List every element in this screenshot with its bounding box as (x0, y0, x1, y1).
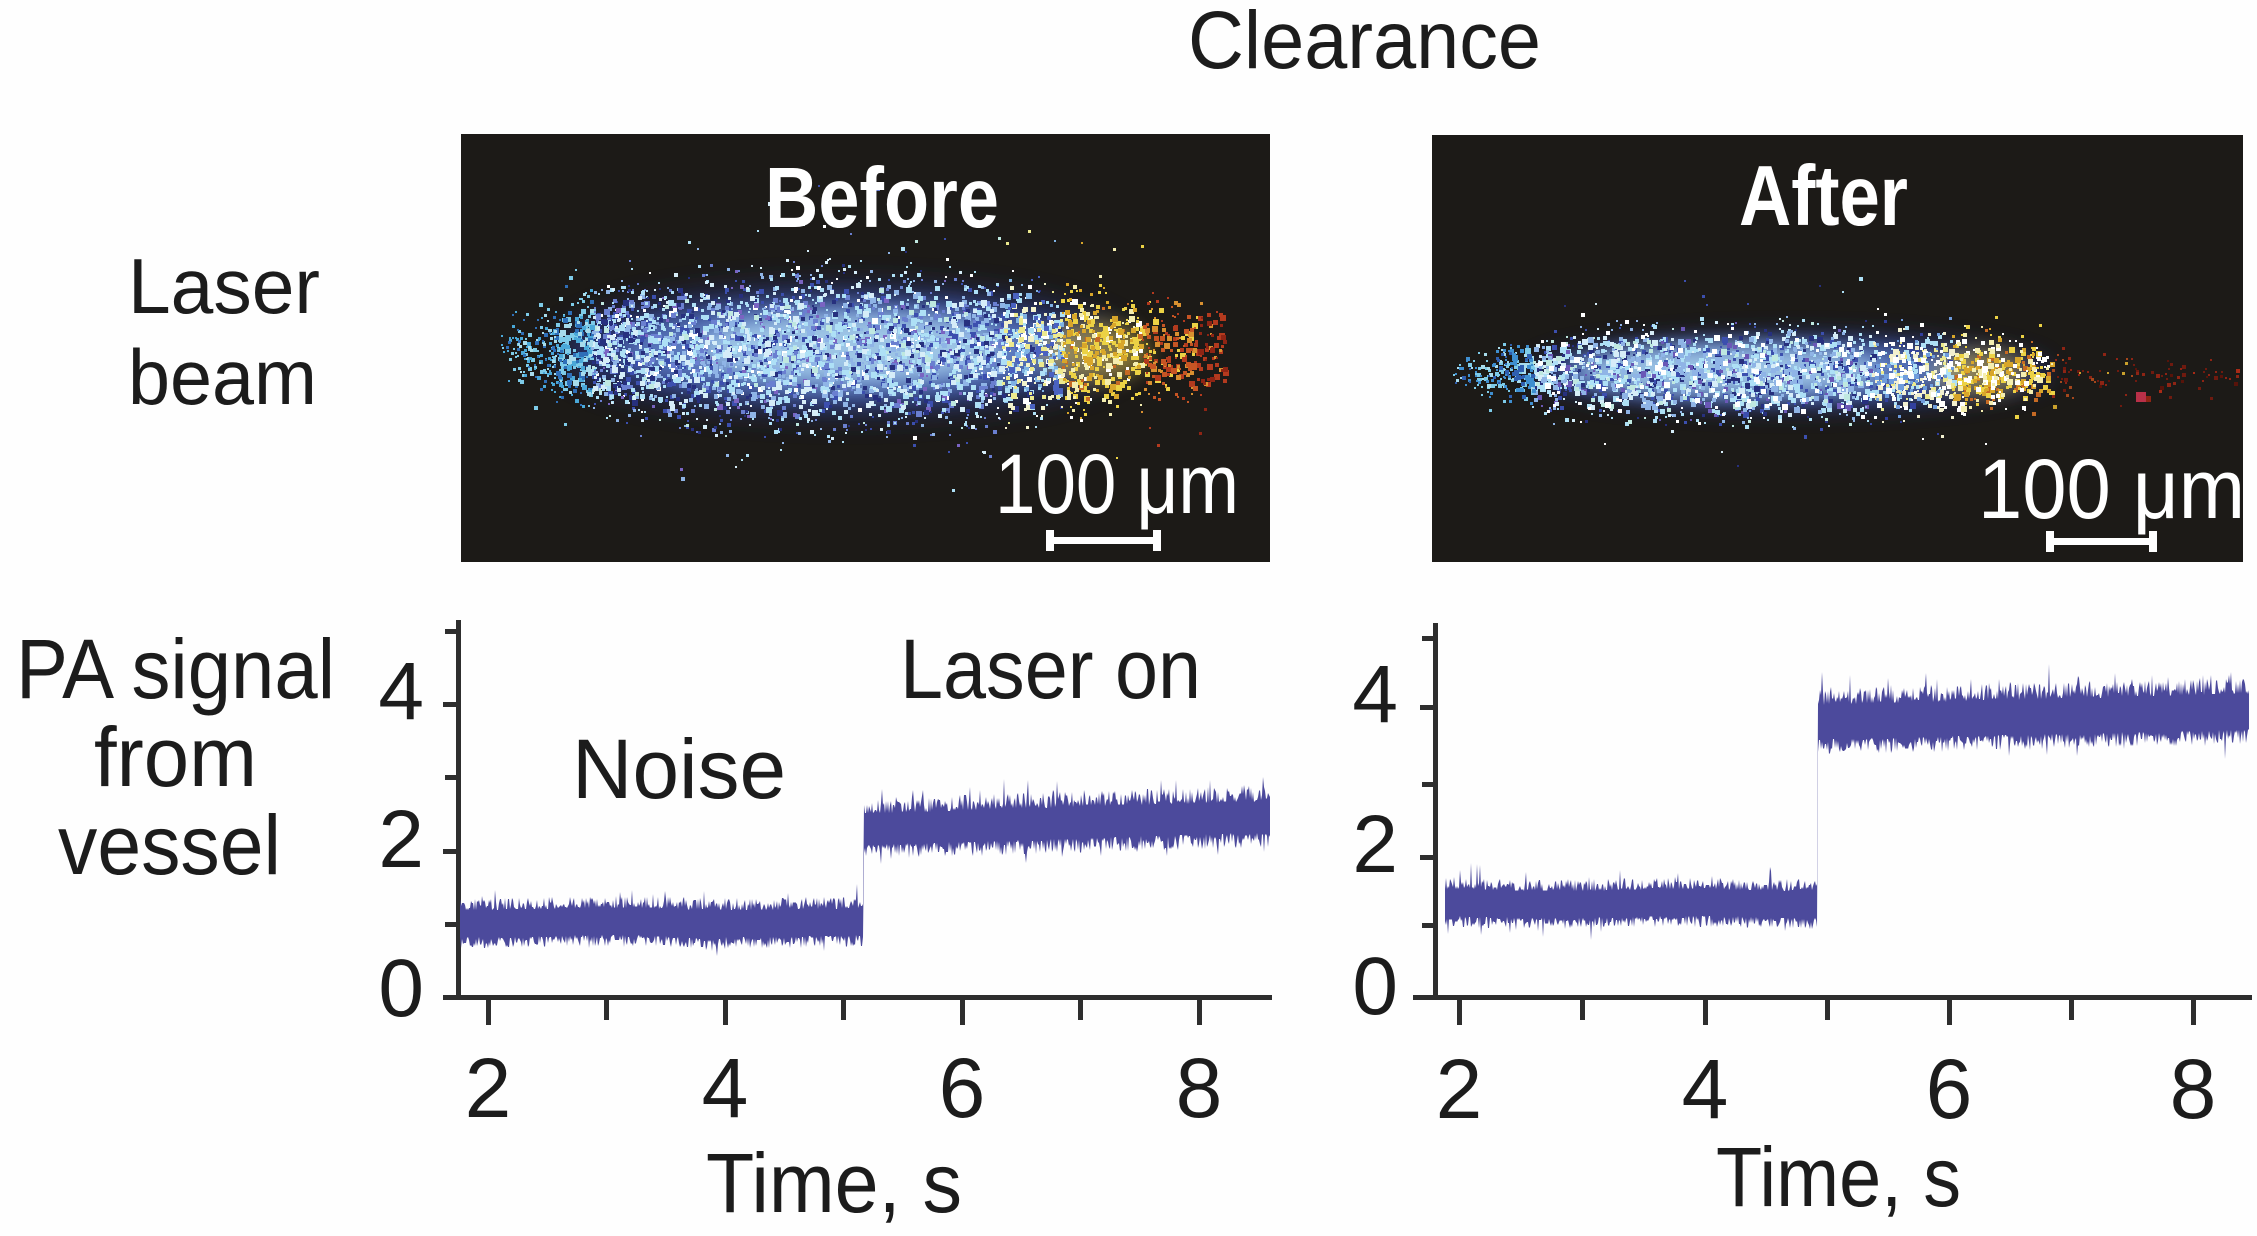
svg-text:8: 8 (2170, 1042, 2217, 1136)
svg-text:4: 4 (702, 1041, 749, 1135)
svg-text:Time, s: Time, s (706, 1136, 962, 1230)
svg-text:from: from (94, 710, 257, 804)
svg-text:Laser: Laser (128, 242, 320, 330)
svg-text:0: 0 (378, 943, 424, 1034)
svg-text:Before: Before (765, 151, 999, 246)
svg-text:2: 2 (465, 1041, 512, 1135)
svg-text:6: 6 (939, 1041, 986, 1135)
svg-text:4: 4 (1352, 649, 1398, 740)
svg-text:After: After (1739, 149, 1908, 244)
svg-text:2: 2 (1436, 1042, 1483, 1136)
svg-text:4: 4 (378, 646, 424, 737)
svg-text:Time, s: Time, s (1716, 1130, 1961, 1224)
svg-text:4: 4 (1682, 1042, 1729, 1136)
svg-text:2: 2 (378, 794, 424, 885)
svg-text:vessel: vessel (58, 798, 281, 892)
svg-text:100 μm: 100 μm (995, 437, 1239, 531)
svg-text:Clearance: Clearance (1188, 0, 1541, 86)
svg-text:0: 0 (1352, 941, 1398, 1032)
svg-text:beam: beam (128, 333, 317, 421)
svg-text:6: 6 (1926, 1042, 1973, 1136)
svg-text:2: 2 (1352, 799, 1398, 890)
svg-text:8: 8 (1176, 1041, 1223, 1135)
svg-text:Laser on: Laser on (900, 622, 1201, 716)
svg-text:Noise: Noise (572, 722, 786, 816)
svg-text:PA signal: PA signal (16, 622, 335, 716)
svg-text:100 μm: 100 μm (1978, 442, 2245, 536)
